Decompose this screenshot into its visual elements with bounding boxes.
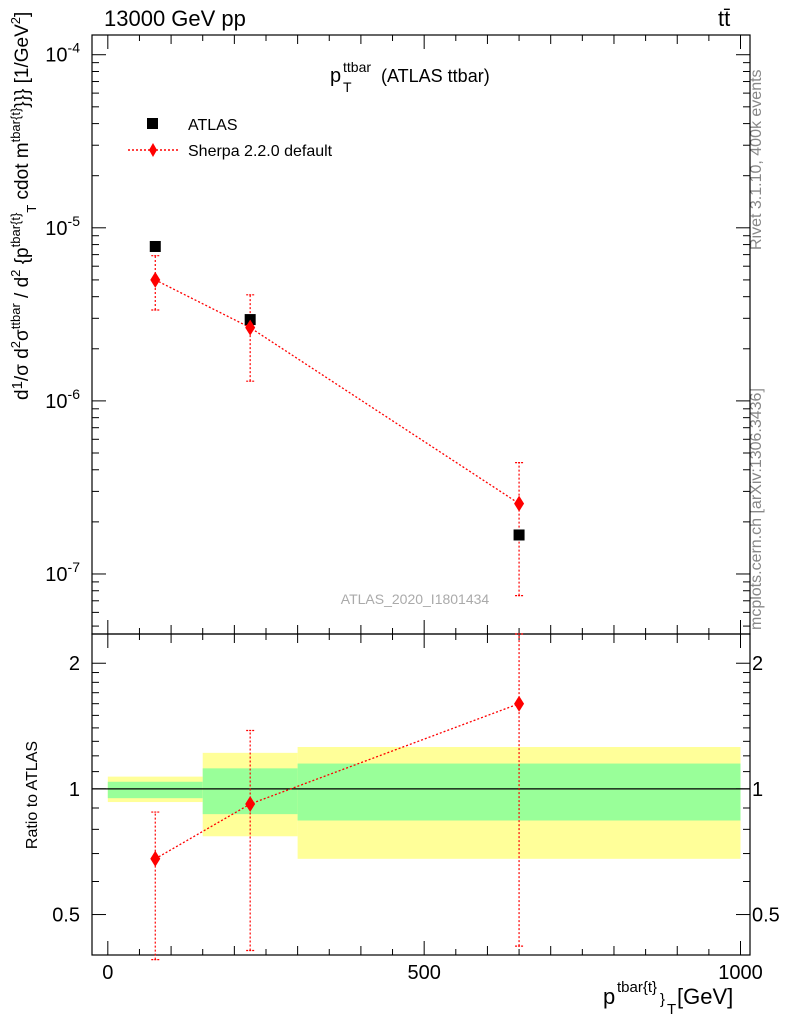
plot-title-text: (ATLAS ttbar) [381, 66, 490, 86]
main-y-tick-label: 10-5 [45, 213, 80, 240]
legend-data-label: ATLAS [188, 117, 238, 134]
x-axis-title-sup: tbar{t} [617, 979, 657, 996]
legend-mc-marker [149, 143, 157, 157]
data-point [513, 529, 525, 541]
main-y-tick-label: 10-7 [45, 559, 80, 586]
mc-series-line [154, 279, 520, 505]
x-axis-title-close: } [660, 991, 665, 1008]
x-tick-label: 500 [407, 962, 440, 984]
ratio-y-axis-title: Ratio to ATLAS [24, 741, 41, 849]
ratio-frame [91, 633, 751, 956]
data-point [244, 314, 256, 326]
x-axis-title-base: p [603, 984, 615, 1009]
ratio-point [150, 850, 161, 867]
main-y-tick-label: 10-6 [45, 386, 80, 413]
mc-point [150, 271, 161, 288]
main-y-tick-label: 10-4 [45, 40, 80, 67]
main-panel: 10-4 10-5 10-6 10-7 [45, 34, 751, 635]
ratio-y-tick-label-right: 0.5 [752, 905, 780, 927]
x-axis-title: p tbar{t} } T [GeV] [603, 979, 733, 1018]
mc-point [514, 495, 525, 512]
legend: ATLAS Sherpa 2.2.0 default [128, 117, 333, 160]
ratio-point [514, 695, 525, 712]
mcplots-label: mcplots.cern.ch [arXiv:1306.3436] [748, 388, 765, 630]
plot-title-sup: ttbar [343, 59, 371, 75]
plot-title-symbol: p [330, 65, 341, 87]
ratio-panel: 0 500 1000 0.5 0.5 1 1 2 2 [52, 633, 780, 984]
x-axis-title-unit: [GeV] [677, 984, 733, 1009]
mc-point [245, 319, 256, 336]
legend-data-marker [147, 118, 158, 129]
plot-title-sub: T [343, 79, 352, 95]
plot-title: p ttbar T (ATLAS ttbar) [330, 59, 490, 95]
x-tick-label: 0 [102, 962, 113, 984]
svg-text:d1/σ d2σttbar / d2 {ptbar{t}T: d1/σ d2σttbar / d2 {ptbar{t}T cdot mtbar… [8, 12, 39, 400]
energy-label: 13000 GeV pp [104, 6, 246, 31]
legend-mc-label: Sherpa 2.2.0 default [188, 143, 333, 160]
analysis-watermark: ATLAS_2020_I1801434 [341, 591, 490, 607]
ratio-point [245, 796, 256, 813]
ratio-band-inner-2 [297, 763, 741, 821]
rivet-label: Rivet 3.1.10, 400k events [748, 69, 765, 250]
x-axis-title-sub: T [667, 1001, 676, 1018]
ratio-y-tick-label: 2 [69, 653, 80, 675]
main-y-axis-title: d1/σ d2σttbar / d2 {ptbar{t}T cdot mtbar… [8, 12, 39, 400]
ratio-y-tick-label: 0.5 [52, 905, 80, 927]
ratio-y-tick-label: 1 [69, 779, 80, 801]
data-point [149, 240, 161, 252]
process-label: tt̄ [718, 6, 730, 31]
ratio-y-tick-label-right: 1 [752, 779, 763, 801]
ratio-band-inner-0 [107, 781, 203, 799]
x-tick-label: 1000 [718, 962, 763, 984]
ratio-y-tick-label-right: 2 [752, 653, 763, 675]
